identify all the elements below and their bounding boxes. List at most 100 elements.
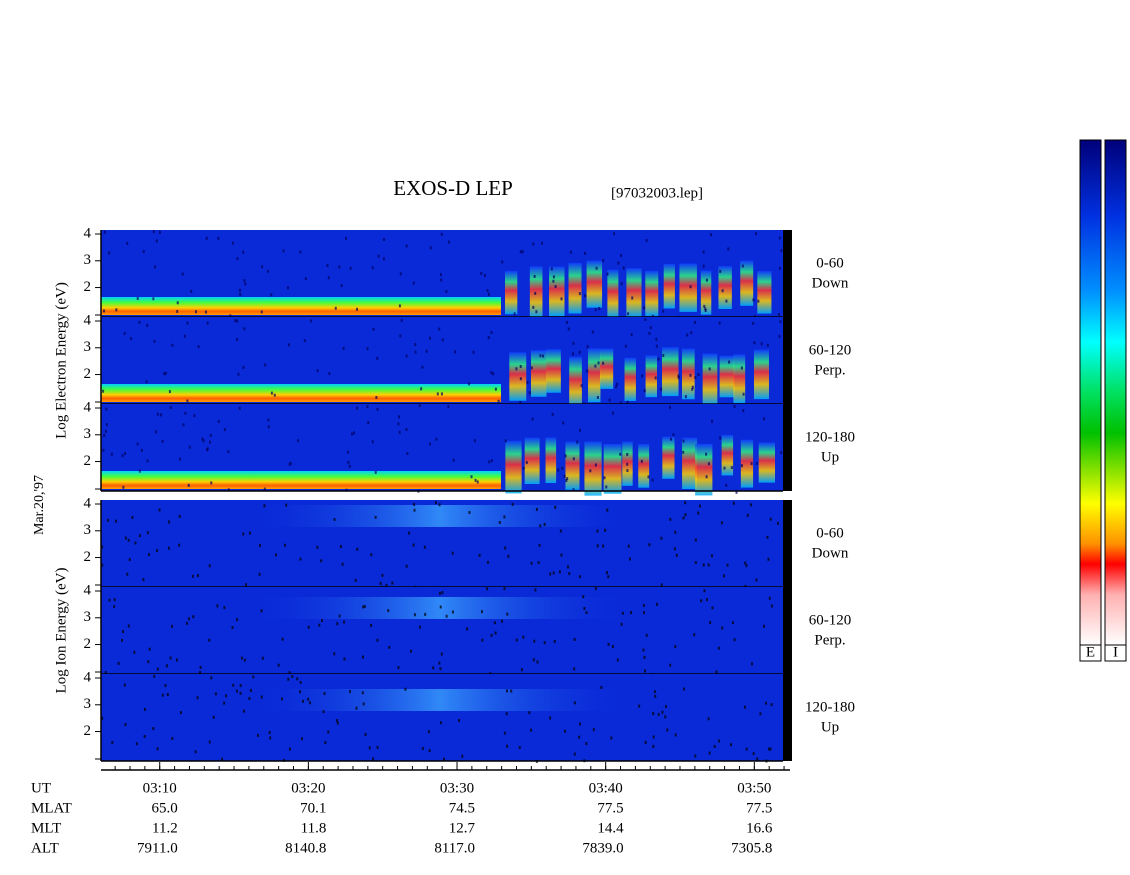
noise-dot — [533, 274, 536, 278]
noise-dot — [210, 676, 213, 680]
noise-dot — [122, 485, 125, 489]
noise-dot — [664, 715, 667, 719]
y-tick-label: 4 — [84, 225, 92, 241]
noise-dot — [248, 696, 251, 700]
noise-dot — [439, 273, 442, 277]
noise-dot — [566, 565, 569, 569]
noise-dot — [490, 331, 493, 335]
noise-dot — [341, 562, 344, 566]
noise-dot — [414, 350, 417, 354]
noise-dot — [770, 703, 773, 707]
noise-dot — [270, 293, 273, 297]
noise-dot — [438, 503, 441, 507]
noise-dot — [441, 591, 444, 595]
noise-dot — [208, 638, 211, 642]
noise-dot — [584, 251, 587, 255]
noise-dot — [420, 387, 423, 391]
noise-dot — [336, 721, 339, 725]
noise-dot — [468, 510, 471, 514]
colorbar-label-box — [1079, 644, 1102, 662]
noise-dot — [423, 545, 426, 549]
noise-dot — [549, 716, 552, 720]
noise-dot — [307, 697, 310, 701]
noise-dot — [492, 372, 495, 376]
noise-dot — [240, 656, 243, 660]
noise-dot — [703, 589, 706, 593]
noise-dot — [404, 687, 407, 691]
noise-dot — [752, 321, 755, 325]
noise-dot — [466, 627, 469, 631]
panel-label: 0-60 — [816, 525, 844, 541]
y-tick-label: 4 — [84, 669, 92, 685]
noise-dot — [674, 733, 677, 737]
noise-dot — [560, 553, 563, 557]
noise-dot — [287, 677, 290, 681]
noise-dot — [326, 264, 329, 268]
ephemeris-value: 16.6 — [746, 820, 773, 836]
energy-patch — [569, 356, 582, 408]
noise-dot — [780, 249, 783, 253]
noise-dot — [176, 309, 179, 313]
panel-label: 120-180 — [805, 699, 855, 715]
noise-dot — [708, 751, 711, 755]
noise-dot — [628, 557, 631, 561]
noise-dot — [645, 239, 648, 243]
noise-dot — [481, 638, 484, 642]
noise-dot — [602, 361, 605, 365]
noise-dot — [143, 707, 146, 711]
noise-dot — [534, 291, 537, 295]
noise-dot — [239, 684, 242, 688]
noise-dot — [355, 406, 358, 410]
noise-dot — [707, 462, 710, 466]
noise-dot — [418, 404, 421, 408]
noise-dot — [507, 554, 510, 558]
noise-dot — [237, 372, 240, 376]
noise-dot — [672, 433, 675, 437]
noise-dot — [126, 241, 129, 245]
noise-dot — [327, 730, 330, 734]
noise-dot — [572, 457, 575, 461]
noise-dot — [227, 488, 230, 492]
noise-dot — [490, 633, 493, 637]
noise-dot — [579, 575, 582, 579]
energy-patch — [624, 357, 636, 401]
noise-dot — [630, 333, 633, 337]
noise-dot — [554, 285, 557, 289]
noise-dot — [503, 587, 506, 591]
y-tick-label: 3 — [84, 252, 92, 268]
noise-dot — [236, 338, 239, 342]
noise-dot — [573, 752, 576, 756]
noise-dot — [704, 308, 707, 312]
noise-dot — [304, 277, 307, 281]
noise-dot — [128, 558, 131, 562]
noise-dot — [277, 663, 280, 667]
noise-dot — [752, 752, 755, 756]
energy-patch — [758, 442, 776, 483]
noise-dot — [621, 611, 624, 615]
noise-dot — [596, 529, 599, 533]
noise-dot — [299, 250, 302, 254]
noise-dot — [376, 746, 379, 750]
noise-dot — [370, 553, 373, 557]
noise-dot — [694, 376, 697, 380]
noise-dot — [376, 356, 379, 360]
noise-dot — [108, 598, 111, 602]
noise-dot — [682, 516, 685, 520]
energy-patch — [740, 439, 754, 488]
noise-dot — [694, 538, 697, 542]
noise-dot — [480, 271, 483, 275]
energy-patch — [682, 348, 695, 400]
noise-dot — [583, 606, 586, 610]
noise-dot — [647, 475, 650, 479]
noise-dot — [721, 626, 724, 630]
noise-dot — [779, 320, 782, 324]
noise-dot — [263, 504, 266, 508]
ephemeris-value: 77.5 — [597, 800, 623, 816]
energy-patch — [568, 262, 582, 314]
noise-dot — [497, 399, 500, 403]
noise-dot — [381, 573, 384, 577]
noise-dot — [388, 645, 391, 649]
y-tick-label: 3 — [84, 696, 92, 712]
noise-dot — [152, 230, 155, 234]
noise-dot — [605, 485, 608, 489]
